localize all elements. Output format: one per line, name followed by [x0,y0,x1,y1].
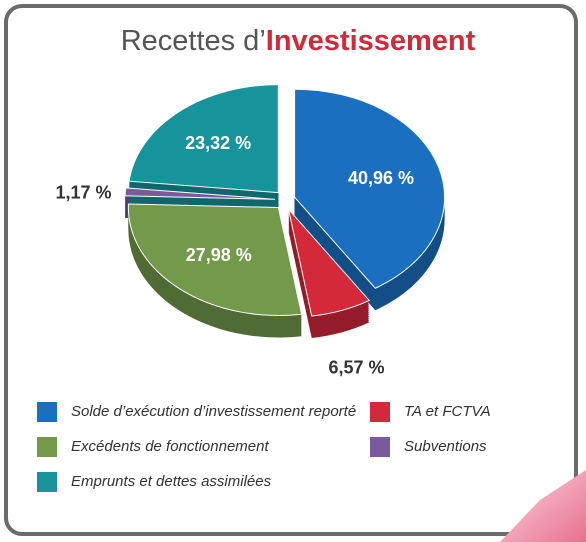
data-label: 6,57 % [328,357,384,377]
data-label: 23,32 % [185,133,251,153]
legend-label: Excédents de fonctionnement [71,438,269,455]
legend-label: Solde d’exécution d’investissement repor… [71,403,356,420]
title-emphasis: Investissement [266,25,476,57]
chart: Recettes d’Investissement 40,96 % 6,57 % 2… [0,0,586,542]
legend-label: Emprunts et dettes assimilées [71,473,272,490]
legend-swatch [37,402,57,422]
legend-swatch [37,472,57,492]
legend-swatch [37,437,57,457]
chart-title: Recettes d’Investissement [121,25,476,57]
data-label: 40,96 % [348,168,414,188]
legend-label: TA et FCTVA [404,403,491,420]
legend-label: Subventions [404,438,487,455]
data-label: 1,17 % [55,183,111,203]
legend-swatch [370,437,390,457]
title-part: Recettes d’ [121,25,266,57]
legend-swatch [370,402,390,422]
data-label: 27,98 % [186,245,252,265]
